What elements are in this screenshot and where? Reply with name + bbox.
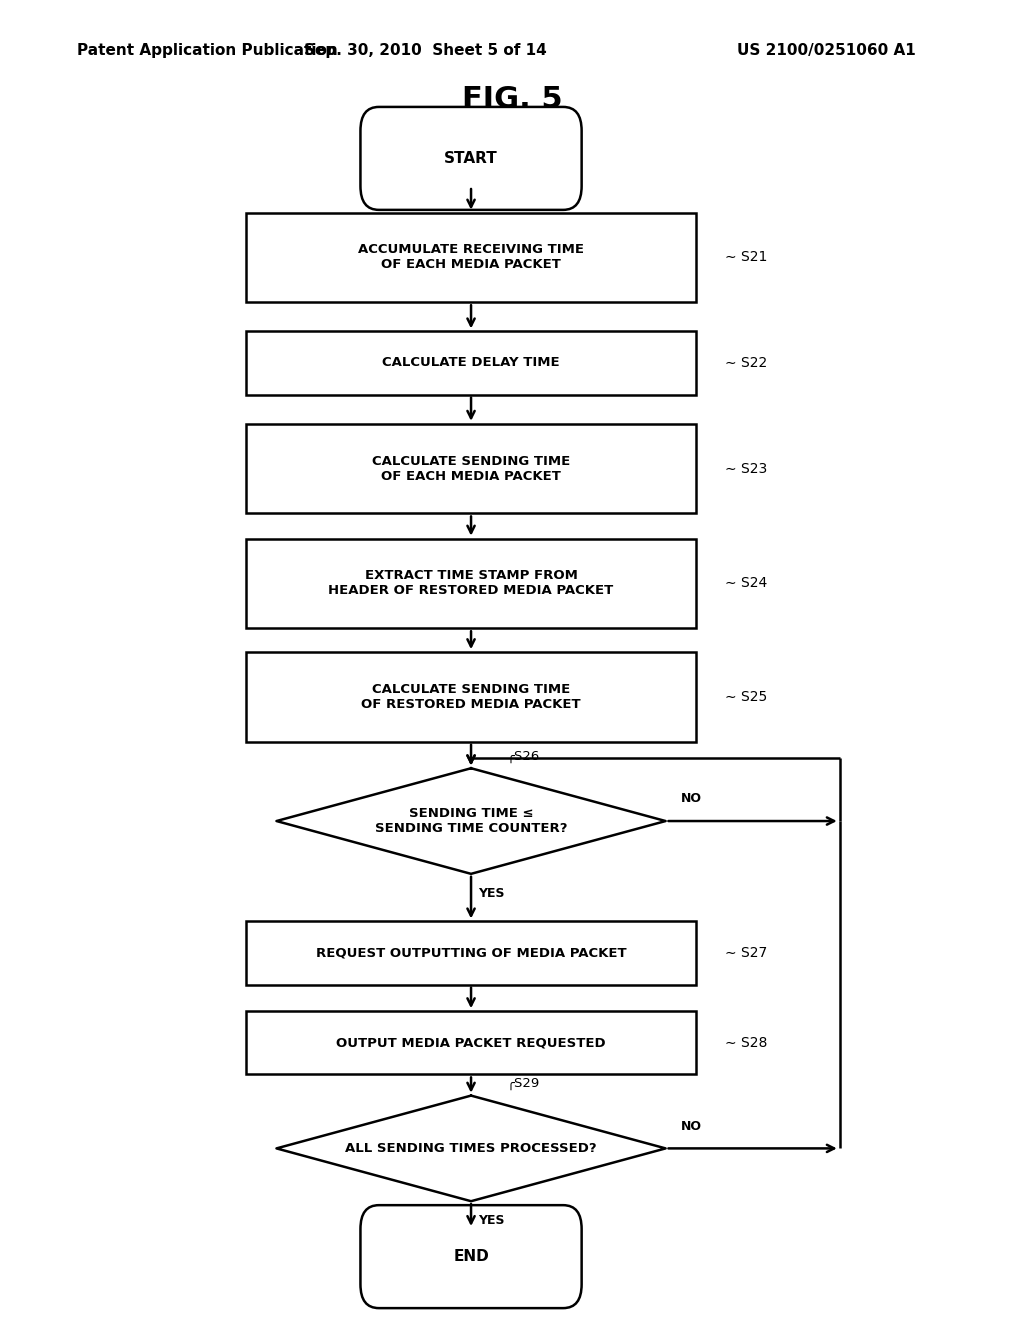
Polygon shape: [276, 1096, 666, 1201]
Text: US 2100/0251060 A1: US 2100/0251060 A1: [737, 42, 916, 58]
FancyBboxPatch shape: [246, 652, 696, 742]
Text: CALCULATE SENDING TIME
OF EACH MEDIA PACKET: CALCULATE SENDING TIME OF EACH MEDIA PAC…: [372, 454, 570, 483]
Text: ∼ S27: ∼ S27: [725, 946, 767, 960]
Text: SENDING TIME ≤
SENDING TIME COUNTER?: SENDING TIME ≤ SENDING TIME COUNTER?: [375, 807, 567, 836]
Text: ╭S26: ╭S26: [506, 750, 540, 763]
FancyBboxPatch shape: [360, 107, 582, 210]
Text: ∼ S24: ∼ S24: [725, 577, 767, 590]
Text: YES: YES: [478, 887, 505, 900]
Text: NO: NO: [681, 1119, 702, 1133]
Text: START: START: [444, 150, 498, 166]
FancyBboxPatch shape: [246, 539, 696, 628]
FancyBboxPatch shape: [246, 424, 696, 513]
Text: ∼ S22: ∼ S22: [725, 356, 767, 370]
FancyBboxPatch shape: [246, 1011, 696, 1074]
Text: Patent Application Publication: Patent Application Publication: [77, 42, 338, 58]
Polygon shape: [276, 768, 666, 874]
Text: ∼ S21: ∼ S21: [725, 251, 767, 264]
Text: ∼ S28: ∼ S28: [725, 1036, 767, 1049]
Text: END: END: [454, 1249, 488, 1265]
Text: ╭S29: ╭S29: [506, 1077, 540, 1090]
Text: ∼ S25: ∼ S25: [725, 690, 767, 704]
Text: CALCULATE DELAY TIME: CALCULATE DELAY TIME: [382, 356, 560, 370]
FancyBboxPatch shape: [246, 213, 696, 302]
Text: ∼ S23: ∼ S23: [725, 462, 767, 475]
FancyBboxPatch shape: [246, 331, 696, 395]
Text: Sep. 30, 2010  Sheet 5 of 14: Sep. 30, 2010 Sheet 5 of 14: [303, 42, 547, 58]
Text: REQUEST OUTPUTTING OF MEDIA PACKET: REQUEST OUTPUTTING OF MEDIA PACKET: [315, 946, 627, 960]
Text: ACCUMULATE RECEIVING TIME
OF EACH MEDIA PACKET: ACCUMULATE RECEIVING TIME OF EACH MEDIA …: [358, 243, 584, 272]
Text: NO: NO: [681, 792, 702, 805]
Text: ALL SENDING TIMES PROCESSED?: ALL SENDING TIMES PROCESSED?: [345, 1142, 597, 1155]
FancyBboxPatch shape: [246, 921, 696, 985]
Text: EXTRACT TIME STAMP FROM
HEADER OF RESTORED MEDIA PACKET: EXTRACT TIME STAMP FROM HEADER OF RESTOR…: [329, 569, 613, 598]
Text: FIG. 5: FIG. 5: [462, 84, 562, 114]
Text: CALCULATE SENDING TIME
OF RESTORED MEDIA PACKET: CALCULATE SENDING TIME OF RESTORED MEDIA…: [361, 682, 581, 711]
FancyBboxPatch shape: [360, 1205, 582, 1308]
Text: OUTPUT MEDIA PACKET REQUESTED: OUTPUT MEDIA PACKET REQUESTED: [336, 1036, 606, 1049]
Text: YES: YES: [478, 1214, 505, 1228]
